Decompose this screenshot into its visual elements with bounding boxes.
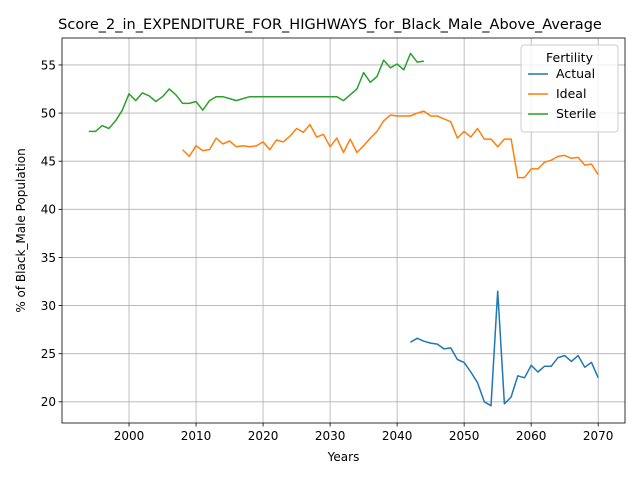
y-tick-label: 30 xyxy=(41,299,56,313)
legend-label-ideal: Ideal xyxy=(556,86,586,101)
y-tick-label: 50 xyxy=(41,106,56,120)
legend-title: Fertility xyxy=(546,50,594,65)
y-tick-label: 40 xyxy=(41,203,56,217)
x-tick-label: 2050 xyxy=(449,429,480,443)
series-layer xyxy=(88,52,599,407)
x-tick-label: 2060 xyxy=(516,429,547,443)
series-line-ideal xyxy=(182,110,599,179)
x-tick-label: 2010 xyxy=(181,429,212,443)
legend: Fertility Actual Ideal Sterile xyxy=(520,44,619,133)
x-tick-label: 2030 xyxy=(315,429,346,443)
x-tick-label: 2070 xyxy=(583,429,614,443)
x-tick-label: 2020 xyxy=(248,429,279,443)
legend-label-actual: Actual xyxy=(556,66,595,81)
plot-frame xyxy=(61,37,626,424)
chart-title: Score_2_in_EXPENDITURE_FOR_HIGHWAYS_for_… xyxy=(58,17,602,33)
y-tick-label: 20 xyxy=(41,395,56,409)
y-axis: 20 25 30 35 40 45 50 55 xyxy=(41,58,62,409)
y-tick-label: 25 xyxy=(41,347,56,361)
y-tick-label: 45 xyxy=(41,155,56,169)
x-tick-label: 2040 xyxy=(382,429,413,443)
series-line-actual xyxy=(410,290,599,407)
legend-label-sterile: Sterile xyxy=(556,106,597,121)
y-tick-label: 55 xyxy=(41,58,56,72)
x-tick-label: 2000 xyxy=(114,429,145,443)
series-line-sterile xyxy=(88,52,425,133)
y-axis-label: % of Black_Male Population xyxy=(14,148,28,312)
x-axis: 2000 2010 2020 2030 2040 2050 2060 2070 xyxy=(114,423,614,443)
grid xyxy=(62,38,625,423)
x-axis-label: Years xyxy=(327,450,360,464)
legend-box xyxy=(520,44,619,133)
y-tick-label: 35 xyxy=(41,251,56,265)
